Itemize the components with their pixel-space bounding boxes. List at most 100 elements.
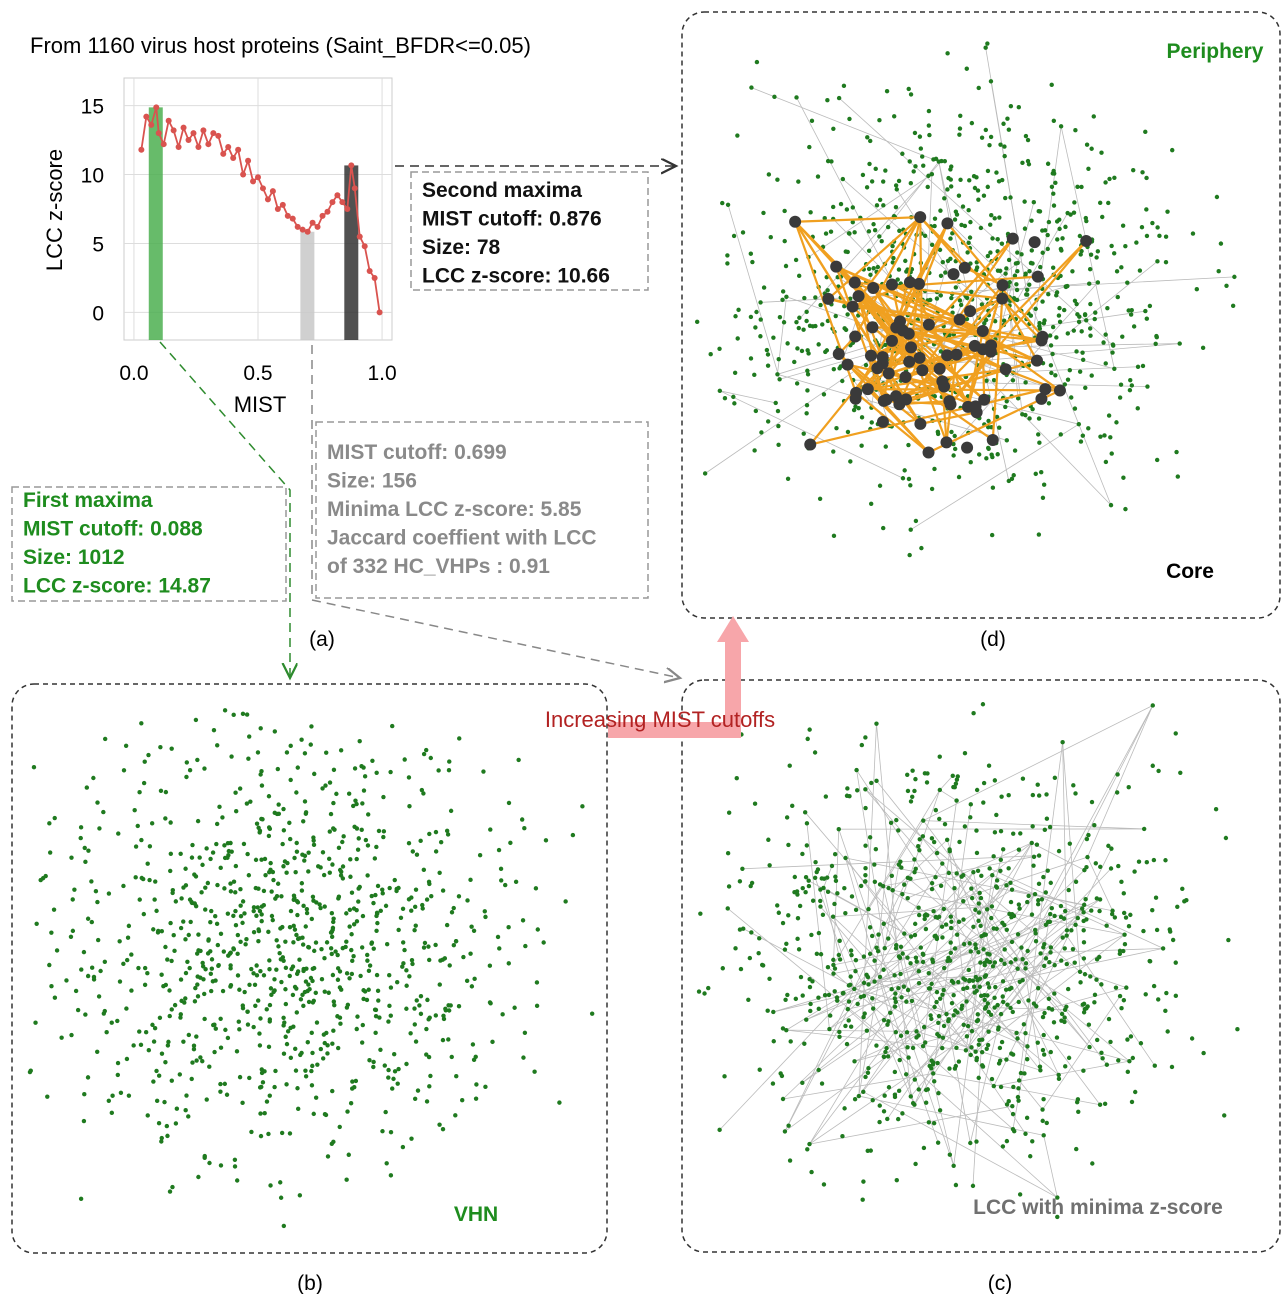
point	[230, 154, 237, 161]
network-node	[1145, 384, 1150, 389]
network-node	[306, 850, 311, 855]
network-node	[129, 988, 134, 993]
network-node	[1223, 835, 1229, 841]
network-node	[912, 921, 918, 927]
network-node	[424, 1026, 429, 1032]
network-node	[249, 966, 254, 972]
network-node	[1074, 1099, 1080, 1105]
network-node	[846, 1018, 851, 1023]
network-node	[827, 1013, 833, 1018]
network-node	[917, 837, 922, 842]
network-node	[1109, 243, 1114, 249]
network-node	[1109, 846, 1114, 851]
network-node	[1086, 832, 1091, 838]
network-node	[806, 878, 811, 883]
network-node	[215, 882, 220, 888]
network-node	[971, 711, 976, 716]
network-node	[1049, 370, 1054, 376]
network-node	[281, 1051, 287, 1056]
network-node	[388, 1129, 394, 1135]
network-node	[770, 1081, 776, 1086]
network-node	[1173, 960, 1178, 965]
network-node	[1150, 763, 1155, 768]
network-node	[994, 170, 999, 175]
network-node	[1025, 137, 1031, 143]
point	[138, 146, 145, 153]
network-node	[218, 1045, 224, 1050]
core-node	[885, 278, 898, 291]
network-node	[91, 974, 97, 980]
network-node	[426, 1017, 431, 1022]
network-node	[946, 1017, 952, 1022]
network-node	[765, 1008, 770, 1013]
network-node	[866, 1066, 871, 1071]
network-node	[805, 736, 810, 742]
network-node	[1144, 316, 1150, 321]
network-node	[831, 533, 837, 539]
point	[170, 127, 177, 134]
network-node	[845, 786, 850, 791]
network-node	[1170, 937, 1176, 943]
network-node	[323, 783, 328, 788]
network-node	[374, 913, 379, 919]
network-node	[995, 236, 1000, 242]
network-node	[732, 401, 737, 406]
network-node	[907, 159, 912, 164]
network-node	[449, 910, 455, 915]
point	[269, 188, 276, 195]
network-node	[443, 1008, 448, 1013]
network-node	[262, 856, 268, 862]
network-node	[320, 1056, 326, 1061]
network-node	[842, 885, 847, 891]
network-edge	[892, 839, 948, 891]
network-node	[218, 1081, 223, 1087]
network-node	[844, 207, 850, 212]
network-edge	[838, 97, 1114, 346]
network-node	[720, 966, 725, 971]
network-node	[786, 842, 791, 848]
network-node	[1042, 827, 1048, 833]
network-node	[254, 963, 259, 968]
network-node	[245, 851, 250, 857]
network-node	[295, 765, 300, 770]
core-node	[986, 433, 999, 446]
network-node	[926, 123, 932, 128]
network-node	[1043, 956, 1049, 961]
network-node	[1041, 874, 1046, 880]
core-node	[1031, 270, 1044, 283]
network-node	[402, 757, 407, 762]
network-node	[927, 132, 932, 138]
network-node	[869, 420, 874, 425]
network-node	[848, 1024, 854, 1029]
network-node	[782, 1129, 788, 1134]
network-node	[1126, 924, 1132, 929]
core-node	[789, 215, 802, 228]
network-node	[345, 1002, 351, 1008]
network-node	[914, 959, 919, 964]
network-node	[361, 765, 366, 770]
network-edge	[808, 173, 933, 258]
network-node	[732, 370, 738, 375]
network-node	[336, 845, 342, 851]
network-node	[782, 947, 788, 952]
network-node	[822, 216, 827, 221]
network-node	[957, 839, 962, 845]
network-edge	[970, 888, 1060, 1076]
network-node	[47, 962, 52, 968]
network-node	[401, 961, 406, 966]
network-node	[302, 853, 308, 859]
network-node	[1035, 902, 1041, 907]
network-node	[931, 1071, 936, 1076]
network-node	[821, 1182, 827, 1187]
network-node	[214, 921, 220, 927]
network-node	[191, 1043, 197, 1048]
network-node	[251, 908, 256, 914]
network-node	[257, 1031, 262, 1036]
network-node	[231, 712, 236, 718]
network-node	[150, 1022, 155, 1028]
network-node	[830, 914, 836, 919]
core-node	[941, 217, 954, 230]
network-node	[1104, 1062, 1110, 1067]
network-node	[964, 999, 969, 1004]
network-node	[228, 840, 233, 846]
